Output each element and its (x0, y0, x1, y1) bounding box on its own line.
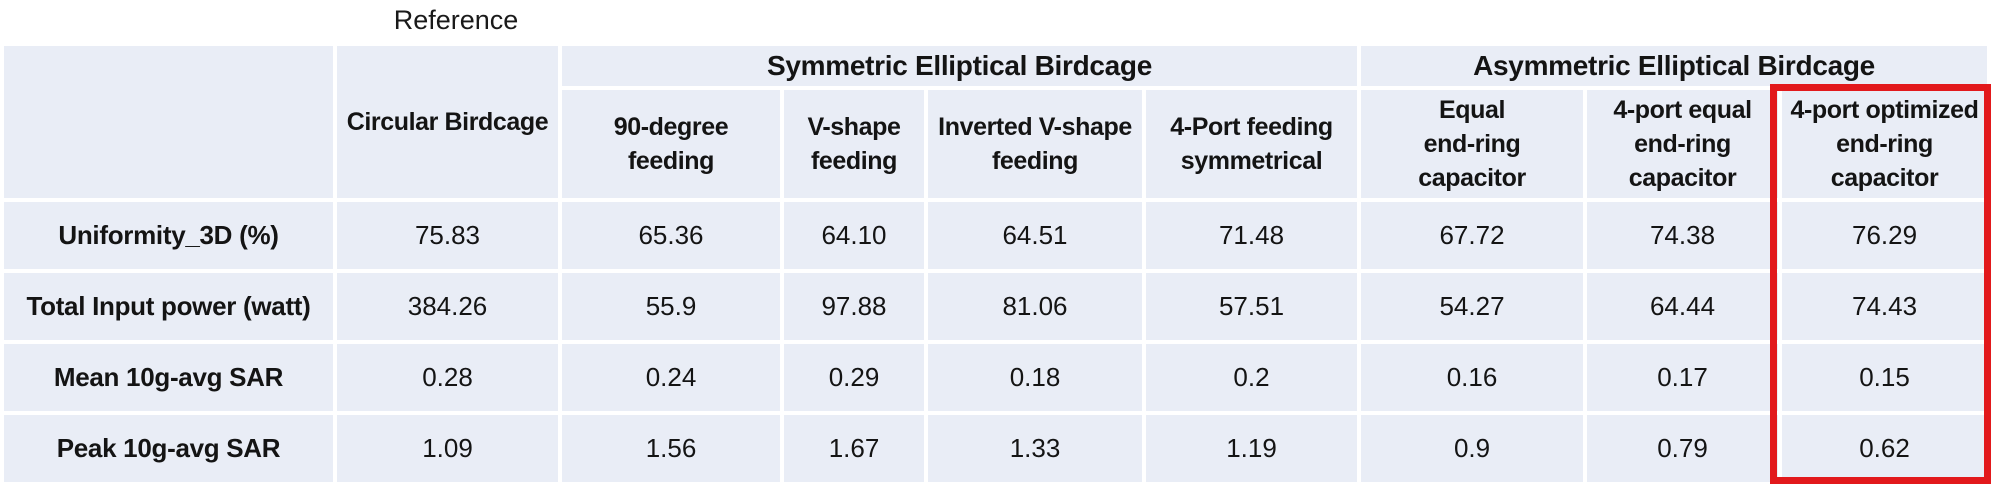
table-row-mean-sar: Mean 10g-avg SAR 0.28 0.24 0.29 0.18 0.2… (4, 344, 1988, 411)
row-label-mean-sar: Mean 10g-avg SAR (4, 344, 333, 411)
cell-value: 81.06 (928, 273, 1142, 340)
cell-value: 0.18 (928, 344, 1142, 411)
table-row-total-input-power: Total Input power (watt) 384.26 55.9 97.… (4, 273, 1988, 340)
cell-value: 0.79 (1587, 415, 1779, 482)
cell-value: 67.72 (1361, 202, 1584, 269)
cell-value: 65.36 (562, 202, 780, 269)
cell-value: 1.09 (337, 415, 558, 482)
cell-value: 74.38 (1587, 202, 1779, 269)
column-header-90-degree-feeding: 90-degree feeding (562, 90, 780, 198)
column-header-circular-birdcage: Circular Birdcage (337, 46, 558, 198)
cell-value: 64.10 (784, 202, 924, 269)
cell-value: 64.44 (1587, 273, 1779, 340)
row-label-total-input-power: Total Input power (watt) (4, 273, 333, 340)
reference-label: Reference (393, 5, 519, 35)
column-header-inverted-v-shape-feeding: Inverted V-shape feeding (928, 90, 1142, 198)
cell-value: 0.24 (562, 344, 780, 411)
cell-value: 97.88 (784, 273, 924, 340)
group-header-row: Circular Birdcage Symmetric Elliptical B… (4, 46, 1988, 198)
cell-value: 0.15 (1782, 344, 1988, 411)
cell-value: 384.26 (337, 273, 558, 340)
cell-value: 1.67 (784, 415, 924, 482)
corner-cell (4, 46, 333, 198)
group-header-asymmetric: Asymmetric Elliptical Birdcage (1361, 46, 1988, 86)
cell-value: 74.43 (1782, 273, 1988, 340)
cell-value: 0.16 (1361, 344, 1584, 411)
cell-value: 0.9 (1361, 415, 1584, 482)
cell-value: 57.51 (1146, 273, 1358, 340)
cell-value: 0.62 (1782, 415, 1988, 482)
cell-value: 75.83 (337, 202, 558, 269)
cell-value: 0.2 (1146, 344, 1358, 411)
table-row-peak-sar: Peak 10g-avg SAR 1.09 1.56 1.67 1.33 1.1… (4, 415, 1988, 482)
column-header-4-port-equal-end-ring-capacitor: 4-port equal end-ring capacitor (1587, 90, 1779, 198)
cell-value: 1.33 (928, 415, 1142, 482)
cell-value: 1.56 (562, 415, 780, 482)
sub-header-row: 90-degree feeding V-shape feeding Invert… (4, 90, 1988, 198)
cell-value: 55.9 (562, 273, 780, 340)
cell-value: 0.28 (337, 344, 558, 411)
row-label-uniformity: Uniformity_3D (%) (4, 202, 333, 269)
group-header-symmetric: Symmetric Elliptical Birdcage (562, 46, 1358, 86)
cell-value: 76.29 (1782, 202, 1988, 269)
table-row-uniformity: Uniformity_3D (%) 75.83 65.36 64.10 64.5… (4, 202, 1988, 269)
cell-value: 0.29 (784, 344, 924, 411)
column-header-v-shape-feeding: V-shape feeding (784, 90, 924, 198)
results-table: Circular Birdcage Symmetric Elliptical B… (0, 42, 1991, 486)
cell-value: 71.48 (1146, 202, 1358, 269)
cell-value: 0.17 (1587, 344, 1779, 411)
column-header-4-port-feeding-symmetrical: 4-Port feeding symmetrical (1146, 90, 1358, 198)
column-header-4-port-optimized-end-ring-capacitor: 4-port optimized end-ring capacitor (1782, 90, 1988, 198)
row-label-peak-sar: Peak 10g-avg SAR (4, 415, 333, 482)
cell-value: 64.51 (928, 202, 1142, 269)
column-header-equal-end-ring-capacitor: Equal end-ring capacitor (1361, 90, 1584, 198)
cell-value: 1.19 (1146, 415, 1358, 482)
cell-value: 54.27 (1361, 273, 1584, 340)
